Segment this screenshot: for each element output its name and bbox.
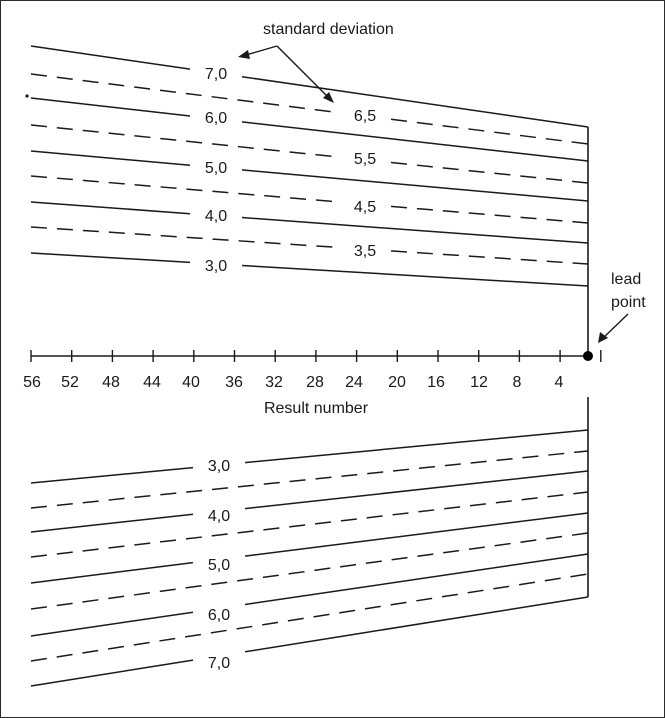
lead-point-label-line2: point (611, 294, 646, 311)
lower-line-6-0-segment-1 (244, 553, 589, 606)
lower-line-3-0-segment-0 (30, 466, 194, 484)
x-axis-tick-label: 4 (555, 374, 564, 391)
lower-line-6-0-segment-0 (30, 611, 194, 637)
upper-line-3-0-segment-0 (30, 252, 191, 264)
upper-decision-lines: 7,0 6,5 6,0 5,5 5,0 4,5 4,0 3,5 3,0 (30, 45, 589, 287)
upper-line-5-0-segment-0 (30, 150, 191, 167)
x-axis-title: Result number (264, 400, 369, 417)
x-axis-tick-label: 20 (388, 374, 406, 391)
upper-line-3-5-segment-0 (30, 226, 340, 249)
lower-decision-lines: 3,0 4,0 5,0 6,0 7,0 (30, 429, 589, 687)
upper-line-6-0-segment-0 (30, 97, 191, 117)
lower-line-dashed-5-segment-0 (30, 532, 589, 610)
lower-line-5-0-segment-1 (244, 512, 589, 557)
upper-line-label: 3,0 (205, 258, 227, 275)
x-axis-tick-label: 36 (225, 374, 243, 391)
x-axis-tick-label: 32 (265, 374, 283, 391)
lead-point-marker (583, 351, 593, 361)
lower-line-label: 7,0 (208, 655, 230, 672)
upper-line-5-5-segment-0 (30, 124, 340, 158)
upper-line-label: 4,5 (354, 199, 376, 216)
upper-line-label: 5,0 (205, 160, 227, 177)
upper-line-6-5-segment-1 (390, 118, 589, 145)
upper-line-6-5-segment-0 (30, 73, 340, 114)
lower-line-label: 4,0 (208, 508, 230, 525)
line-start-dot (25, 94, 29, 98)
lower-line-dashed-1-segment-0 (30, 450, 589, 509)
lower-line-dashed-3-segment-0 (30, 491, 589, 558)
x-axis-ticks (30, 350, 602, 362)
x-axis-tick-labels: 56 52 48 44 40 36 32 28 24 20 16 12 8 4 (23, 374, 563, 391)
x-axis-tick-label: 12 (470, 374, 488, 391)
upper-line-3-0-segment-1 (241, 264, 589, 287)
x-axis-tick-label: 48 (102, 374, 120, 391)
lower-line-4-0-segment-1 (244, 470, 589, 510)
lower-line-7-0-segment-1 (244, 596, 589, 653)
x-axis-tick-label: 40 (182, 374, 200, 391)
upper-line-label: 5,5 (354, 151, 376, 168)
standard-deviation-arrows (238, 45, 334, 103)
x-axis-tick-label: 56 (23, 374, 41, 391)
upper-line-5-0-segment-1 (241, 169, 589, 202)
lower-line-label: 3,0 (208, 458, 230, 475)
lower-line-label: 6,0 (208, 607, 230, 624)
upper-line-4-5-segment-0 (30, 175, 340, 203)
x-axis-tick-label: 44 (143, 374, 161, 391)
upper-line-7-0-segment-1 (241, 75, 589, 128)
x-axis-tick-label: 24 (345, 374, 363, 391)
x-axis-tick-label: 52 (61, 374, 79, 391)
x-axis-tick-label: 28 (306, 374, 324, 391)
upper-line-label: 4,0 (205, 208, 227, 225)
upper-line-6-0-segment-1 (241, 121, 589, 162)
lower-line-dashed-7-segment-0 (30, 573, 589, 662)
upper-line-label: 7,0 (205, 66, 227, 83)
lead-point-arrow (598, 313, 629, 343)
upper-line-5-5-segment-1 (390, 161, 589, 184)
upper-line-label: 6,0 (205, 110, 227, 127)
upper-line-3-5-segment-1 (390, 250, 589, 265)
upper-line-7-0-segment-0 (30, 45, 191, 70)
lower-line-4-0-segment-0 (30, 513, 194, 533)
upper-line-label: 3,5 (354, 243, 376, 260)
lower-line-3-0-segment-1 (244, 429, 589, 464)
lower-line-7-0-segment-0 (30, 659, 194, 687)
lower-line-5-0-segment-0 (30, 561, 194, 584)
lower-line-label: 5,0 (208, 557, 230, 574)
x-axis-tick-label: 16 (427, 374, 445, 391)
standard-deviation-label: standard deviation (263, 21, 394, 38)
upper-line-4-5-segment-1 (390, 205, 589, 224)
upper-line-label: 6,5 (354, 108, 376, 125)
upper-line-4-0-segment-0 (30, 201, 191, 215)
lead-point-label-line1: lead (611, 271, 641, 288)
upper-line-4-0-segment-1 (241, 216, 589, 244)
x-axis-tick-label: 8 (513, 374, 522, 391)
